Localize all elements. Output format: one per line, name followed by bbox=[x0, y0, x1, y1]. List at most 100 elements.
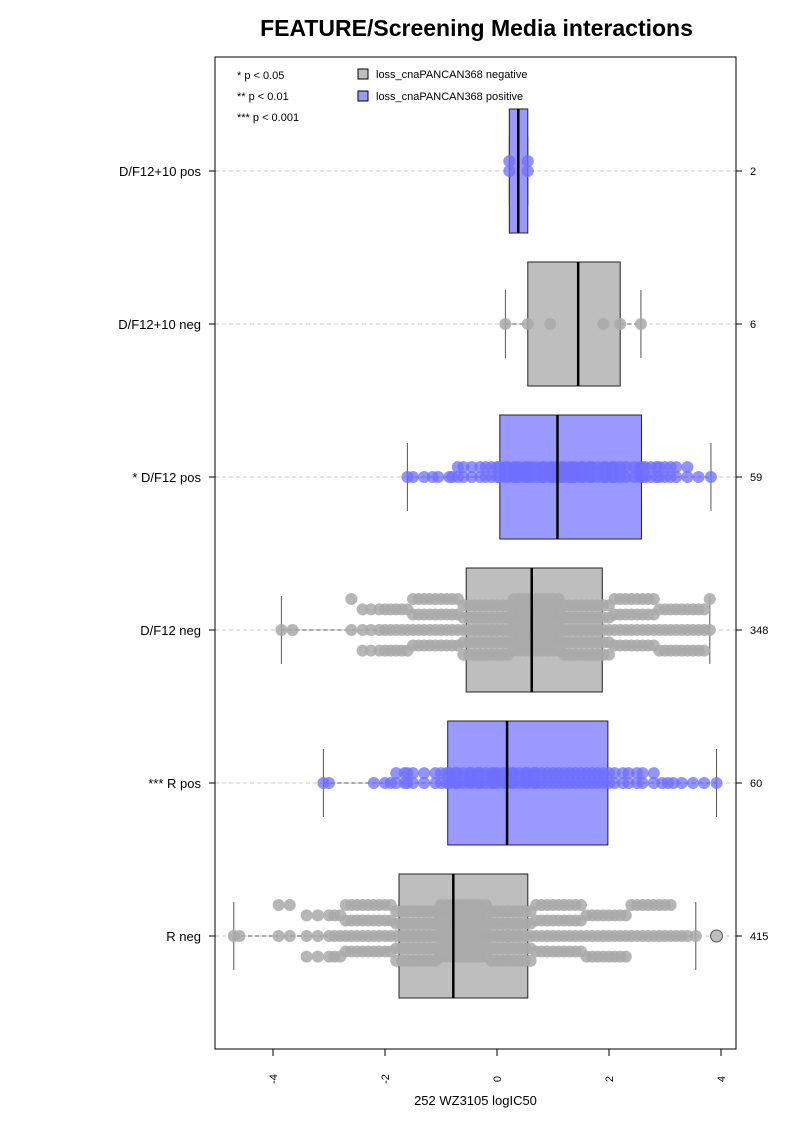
data-point bbox=[418, 767, 431, 780]
data-point bbox=[670, 461, 683, 474]
data-point bbox=[365, 624, 377, 636]
data-point bbox=[622, 777, 635, 789]
data-point bbox=[300, 950, 313, 963]
count-label: 60 bbox=[750, 778, 762, 790]
data-point bbox=[503, 155, 516, 168]
data-point bbox=[311, 950, 324, 963]
significance-legend-entry: ** p < 0.01 bbox=[237, 91, 289, 103]
data-point bbox=[619, 461, 632, 474]
x-tick-label: 0 bbox=[492, 1076, 504, 1082]
data-point bbox=[544, 318, 557, 330]
legend-swatch bbox=[357, 68, 369, 80]
data-point bbox=[499, 318, 512, 330]
data-point bbox=[418, 471, 431, 483]
category-label: * D/F12 pos bbox=[132, 470, 201, 485]
category-label: R neg bbox=[166, 929, 201, 944]
data-point bbox=[407, 767, 419, 780]
plot-frame bbox=[214, 56, 737, 1050]
data-point bbox=[575, 899, 587, 911]
data-point bbox=[647, 777, 660, 789]
data-point bbox=[698, 603, 711, 616]
data-point bbox=[345, 593, 358, 605]
x-tick-label: 2 bbox=[604, 1076, 616, 1082]
data-point bbox=[365, 644, 377, 657]
data-point bbox=[311, 930, 324, 942]
data-point bbox=[407, 777, 419, 789]
count-label: 6 bbox=[750, 319, 756, 331]
data-point bbox=[272, 899, 285, 911]
data-point bbox=[603, 648, 615, 661]
count-label: 2 bbox=[750, 166, 756, 178]
data-point bbox=[703, 593, 716, 605]
data-point bbox=[465, 471, 478, 483]
x-axis-title: 252 WZ3105 logIC50 bbox=[414, 1093, 537, 1108]
category-label: *** R pos bbox=[148, 776, 201, 791]
x-axis: -4 -2 0 2 4 bbox=[209, 170, 742, 1084]
data-point bbox=[647, 767, 660, 780]
category-label: D/F12+10 neg bbox=[118, 317, 201, 332]
data-point bbox=[675, 777, 688, 789]
data-point bbox=[636, 767, 649, 780]
data-point bbox=[272, 930, 285, 942]
data-point bbox=[681, 471, 694, 483]
data-point bbox=[521, 318, 534, 330]
data-point bbox=[703, 624, 716, 636]
category-label: D/F12 neg bbox=[140, 623, 201, 638]
data-point bbox=[283, 930, 296, 942]
data-point bbox=[647, 593, 660, 605]
data-point bbox=[608, 767, 621, 780]
x-tick-label: 4 bbox=[716, 1076, 728, 1082]
data-point bbox=[622, 767, 635, 780]
data-point bbox=[521, 165, 534, 177]
data-point bbox=[356, 624, 369, 636]
data-point bbox=[692, 471, 705, 483]
median-layer bbox=[452, 109, 580, 998]
data-point bbox=[300, 930, 313, 942]
data-point bbox=[300, 909, 313, 922]
data-point bbox=[390, 767, 403, 780]
data-point bbox=[275, 624, 288, 636]
data-point bbox=[233, 930, 246, 942]
category-labels: D/F12+10 pos 2 D/F12+10 neg 6 * D/F12 pos 59 D… bbox=[118, 164, 768, 944]
count-label: 59 bbox=[750, 472, 762, 484]
box-layer bbox=[233, 108, 718, 999]
data-point bbox=[619, 950, 632, 963]
outlier-point bbox=[710, 929, 724, 943]
data-point bbox=[681, 930, 694, 942]
data-point bbox=[636, 777, 649, 789]
category-label: D/F12+10 pos bbox=[119, 164, 202, 179]
data-point bbox=[283, 899, 296, 911]
data-point bbox=[634, 318, 647, 330]
data-point bbox=[503, 165, 516, 177]
data-point bbox=[323, 777, 335, 789]
data-point bbox=[710, 777, 723, 789]
data-point bbox=[457, 471, 470, 483]
data-point bbox=[689, 930, 702, 942]
data-point bbox=[521, 155, 534, 168]
x-tick-label: -2 bbox=[380, 1074, 392, 1084]
data-point bbox=[614, 318, 627, 330]
legend-swatch bbox=[357, 90, 369, 102]
x-tick-label: -4 bbox=[268, 1074, 280, 1084]
chart-title: FEATURE/Screening Media interactions bbox=[260, 15, 693, 41]
data-point bbox=[356, 644, 369, 657]
data-point bbox=[681, 461, 694, 474]
data-point bbox=[432, 471, 445, 483]
point-layer bbox=[227, 155, 724, 967]
legend-label: loss_cnaPANCAN368 negative bbox=[376, 69, 527, 81]
data-point bbox=[608, 777, 621, 789]
significance-legend-entry: *** p < 0.001 bbox=[237, 112, 299, 124]
data-point bbox=[418, 777, 431, 789]
data-point bbox=[365, 603, 377, 616]
count-label: 415 bbox=[750, 931, 768, 943]
data-point bbox=[667, 777, 680, 789]
data-point bbox=[457, 461, 470, 474]
data-point bbox=[345, 624, 358, 636]
data-point bbox=[367, 777, 380, 789]
legend-label: loss_cnaPANCAN368 positive bbox=[376, 91, 523, 103]
significance-legend-entry: * p < 0.05 bbox=[237, 70, 284, 82]
data-point bbox=[356, 603, 369, 616]
data-point bbox=[670, 471, 683, 483]
data-point bbox=[664, 899, 677, 911]
data-point bbox=[286, 624, 299, 636]
